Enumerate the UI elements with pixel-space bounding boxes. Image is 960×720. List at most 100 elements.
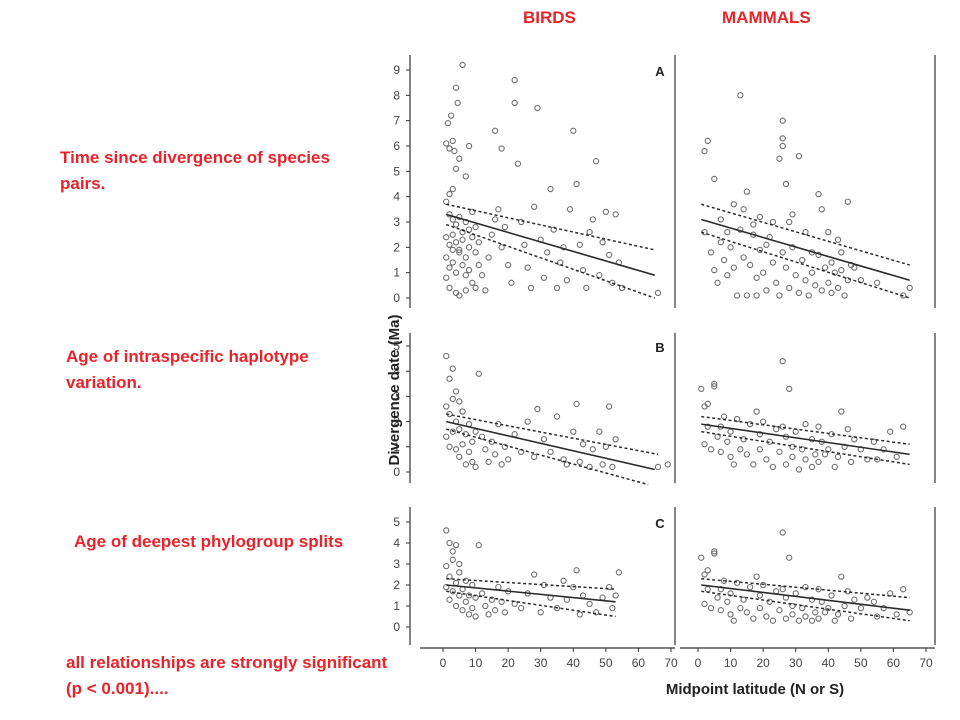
x-axis-title: Midpoint latitude (N or S): [666, 681, 844, 698]
mammals-data-point: [844, 277, 851, 284]
birds-data-point: [449, 556, 456, 563]
birds-data-point: [504, 261, 512, 269]
mammals-data-point: [825, 604, 832, 612]
birds-data-point: [447, 112, 455, 119]
mammals-data-point: [756, 246, 764, 254]
birds-data-point: [599, 594, 606, 601]
x-tick-label: 10: [724, 656, 738, 670]
mammals-data-point: [756, 213, 764, 221]
panel-label-c: C: [655, 516, 665, 531]
birds-data-point: [518, 218, 525, 226]
birds-data-point: [443, 234, 450, 241]
birds-data-point: [498, 145, 505, 152]
birds-data-point: [446, 241, 453, 248]
mammals-data-point: [805, 292, 812, 299]
birds-data-point: [609, 279, 616, 286]
birds-data-point: [602, 443, 610, 450]
mammals-data-point: [792, 272, 799, 279]
mammals-data-point: [740, 596, 747, 603]
birds-data-point: [550, 226, 557, 233]
mammals-regression-line: [701, 218, 910, 282]
mammals-data-point: [743, 188, 751, 195]
mammals-data-point: [746, 261, 754, 269]
x-tick-label: 20: [756, 656, 770, 670]
mammals-data-point: [743, 451, 751, 458]
birds-data-point: [472, 613, 479, 620]
mammals-data-point: [720, 413, 728, 420]
mammals-data-point: [821, 451, 829, 458]
mammals-data-point: [753, 292, 760, 299]
mammals-data-point: [717, 607, 724, 614]
mammals-data-point: [779, 357, 786, 365]
x-tick-label: 60: [632, 656, 646, 670]
mammals-data-point: [815, 423, 822, 430]
mammals-data-point: [873, 613, 881, 620]
mammals-data-point: [750, 221, 757, 228]
birds-data-point: [446, 284, 453, 292]
mammals-data-point: [779, 423, 786, 430]
mammals-data-point: [727, 244, 734, 251]
mammals-data-point: [786, 284, 793, 292]
birds-data-point: [449, 137, 456, 145]
mammals-ci-upper-line: [701, 577, 910, 599]
x-tick-label: 50: [854, 656, 868, 670]
birds-ci-upper-line: [446, 577, 616, 590]
mammals-data-point: [828, 289, 835, 297]
mammals-data-point: [707, 604, 715, 612]
birds-data-point: [451, 147, 458, 155]
mammals-data-point: [763, 613, 770, 620]
birds-data-point: [596, 272, 603, 279]
birds-data-point: [443, 562, 450, 570]
birds-data-point: [508, 279, 515, 286]
mammals-data-point: [812, 282, 819, 289]
y-tick-label: 3: [393, 389, 400, 403]
mammals-data-point: [711, 380, 718, 387]
birds-data-point: [589, 446, 596, 453]
birds-data-point: [511, 76, 518, 84]
mammals-data-point: [750, 615, 757, 622]
x-tick-label: 10: [469, 656, 483, 670]
mammals-data-point: [795, 289, 803, 297]
mammals-data-point: [802, 277, 809, 284]
mammals-data-point: [815, 458, 822, 466]
mammals-data-point: [753, 274, 760, 281]
mammals-data-point: [704, 400, 711, 408]
y-tick-label: 4: [393, 190, 400, 204]
birds-data-point: [443, 352, 450, 360]
mammals-data-point: [831, 269, 838, 276]
mammals-data-point: [769, 218, 777, 226]
mammals-data-point: [759, 269, 767, 276]
mammals-data-point: [782, 461, 790, 468]
birds-data-point: [472, 428, 479, 435]
mammals-data-point: [802, 613, 809, 620]
birds-data-point: [449, 231, 456, 238]
mammals-data-point: [773, 426, 780, 433]
birds-data-point: [475, 541, 482, 549]
birds-data-point: [449, 428, 456, 435]
x-tick-label: 40: [567, 656, 581, 670]
birds-data-point: [443, 403, 450, 410]
birds-ci-upper-line: [446, 203, 655, 251]
x-tick-label: 70: [919, 656, 933, 670]
birds-data-point: [472, 249, 479, 256]
birds-data-point: [456, 426, 463, 433]
birds-data-point: [609, 604, 616, 612]
birds-data-point: [454, 99, 461, 107]
birds-data-point: [553, 604, 561, 612]
birds-ci-lower-line: [446, 428, 649, 486]
birds-data-point: [605, 583, 613, 591]
mammals-data-point: [730, 201, 737, 208]
birds-data-point: [537, 609, 544, 616]
birds-data-point: [599, 239, 606, 246]
birds-data-point: [540, 436, 548, 443]
mammals-data-point: [711, 550, 718, 557]
birds-data-point: [459, 408, 466, 415]
birds-data-point: [465, 244, 473, 251]
birds-header: BIRDS: [523, 8, 576, 27]
birds-data-point: [570, 127, 577, 134]
birds-data-point: [586, 600, 593, 608]
birds-data-point: [482, 446, 489, 453]
birds-regression-line: [446, 213, 655, 276]
birds-data-point: [553, 284, 561, 292]
birds-data-point: [563, 461, 570, 468]
